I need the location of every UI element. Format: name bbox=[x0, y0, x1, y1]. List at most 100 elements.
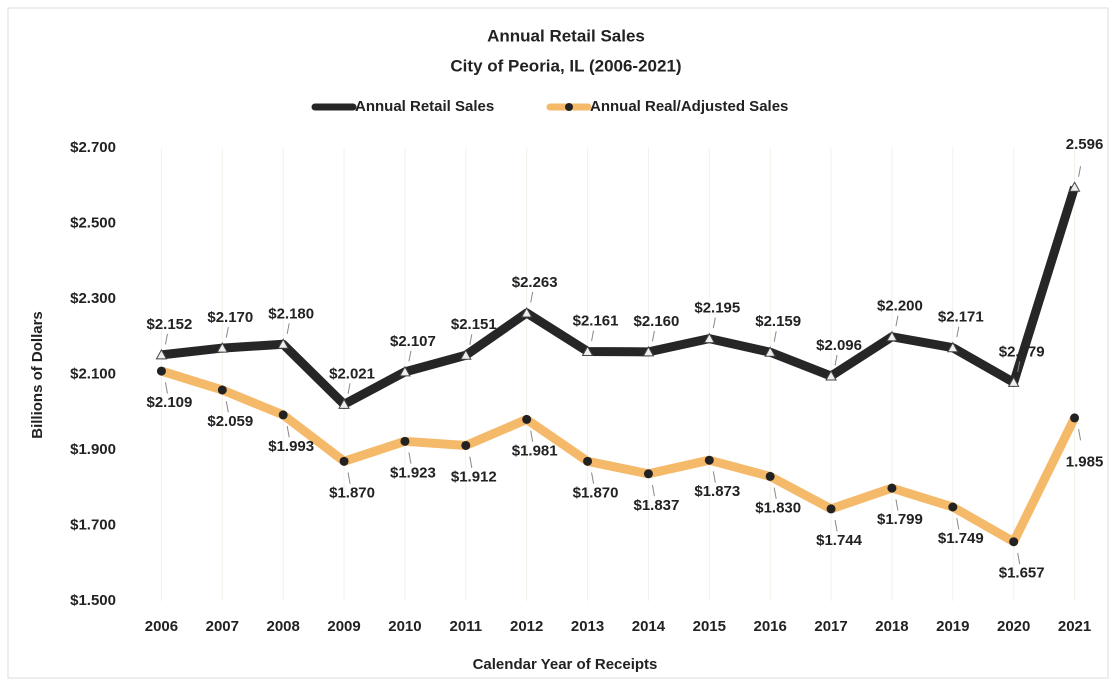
leader-line bbox=[286, 323, 290, 334]
leader-line bbox=[225, 401, 229, 413]
data-label: $2.263 bbox=[512, 274, 558, 291]
x-tick-label: 2009 bbox=[327, 618, 360, 635]
x-tick-label: 2014 bbox=[632, 618, 666, 635]
leader-line bbox=[225, 326, 229, 338]
data-label: $1.981 bbox=[512, 442, 558, 459]
y-tick-label: $2.500 bbox=[70, 214, 116, 231]
marker bbox=[216, 342, 229, 353]
leader-line bbox=[895, 315, 899, 327]
leader-line bbox=[530, 430, 534, 442]
legend-label: Annual Retail Sales bbox=[355, 98, 494, 115]
x-tick-label: 2008 bbox=[267, 618, 300, 635]
x-tick-label: 2018 bbox=[875, 618, 908, 635]
leader-line bbox=[286, 426, 290, 438]
marker bbox=[765, 471, 775, 481]
leader-line bbox=[712, 317, 716, 329]
marker bbox=[277, 338, 290, 349]
data-label: $2.170 bbox=[207, 309, 253, 326]
leader-line bbox=[530, 291, 534, 303]
x-tick-label: 2013 bbox=[571, 618, 604, 635]
marker bbox=[887, 483, 897, 493]
x-tick-label: 2011 bbox=[450, 618, 483, 635]
data-label: $1.870 bbox=[329, 484, 375, 501]
data-label: $2.152 bbox=[146, 316, 192, 333]
legend-label: Annual Real/Adjusted Sales bbox=[590, 98, 788, 115]
leader-line bbox=[773, 331, 777, 342]
marker bbox=[948, 502, 958, 512]
marker bbox=[826, 504, 836, 514]
x-tick-label: 2010 bbox=[388, 618, 421, 635]
leader-line bbox=[834, 354, 838, 366]
marker bbox=[1007, 376, 1020, 387]
marker bbox=[1068, 181, 1081, 192]
x-tick-label: 2021 bbox=[1058, 618, 1091, 635]
data-label: 2.596 bbox=[1066, 136, 1104, 153]
data-label: $2.200 bbox=[877, 298, 923, 315]
marker bbox=[1070, 413, 1080, 423]
leader-line bbox=[956, 518, 960, 530]
x-tick-label: 2015 bbox=[693, 618, 726, 635]
leader-line bbox=[591, 472, 595, 484]
marker bbox=[1009, 537, 1019, 547]
marker bbox=[217, 385, 227, 395]
data-label: $2.109 bbox=[146, 394, 192, 411]
marker bbox=[522, 414, 532, 424]
marker bbox=[155, 348, 168, 360]
marker bbox=[156, 366, 166, 376]
data-label: $1.837 bbox=[633, 497, 679, 514]
leader-line bbox=[834, 520, 838, 532]
marker bbox=[338, 398, 350, 409]
marker bbox=[461, 440, 471, 450]
chart-title: Annual Retail Sales bbox=[487, 26, 645, 45]
leader-line bbox=[712, 471, 716, 483]
marker bbox=[520, 306, 533, 318]
data-label: $1.830 bbox=[755, 499, 801, 516]
leader-line bbox=[591, 330, 595, 342]
series-line bbox=[160, 366, 1079, 547]
marker bbox=[764, 346, 777, 357]
x-tick-label: 2020 bbox=[997, 618, 1030, 635]
leader-line bbox=[1078, 166, 1082, 177]
leader-line bbox=[164, 382, 168, 394]
data-label: $2.180 bbox=[268, 305, 314, 322]
marker bbox=[459, 349, 472, 360]
marker bbox=[399, 365, 411, 377]
y-tick-label: $2.100 bbox=[70, 365, 116, 382]
leader-line bbox=[1078, 429, 1082, 441]
leader-line bbox=[651, 330, 655, 342]
data-label: $1.873 bbox=[694, 483, 740, 500]
marker bbox=[643, 469, 653, 479]
data-label: $1.744 bbox=[816, 532, 863, 549]
leader-line bbox=[408, 452, 412, 464]
data-label: $2.159 bbox=[755, 313, 801, 330]
x-tick-label: 2019 bbox=[936, 618, 969, 635]
marker bbox=[278, 410, 288, 420]
marker bbox=[642, 345, 655, 357]
data-label: $1.657 bbox=[999, 565, 1045, 582]
data-label: $2.195 bbox=[694, 300, 740, 317]
marker bbox=[581, 345, 594, 356]
x-tick-label: 2006 bbox=[145, 618, 178, 635]
data-label: $1.749 bbox=[938, 530, 984, 547]
marker bbox=[704, 455, 714, 465]
y-tick-label: $2.300 bbox=[70, 290, 116, 307]
series-line bbox=[160, 185, 1079, 409]
data-label: $2.079 bbox=[999, 343, 1045, 360]
data-label: $2.161 bbox=[573, 312, 619, 329]
y-axis-title: Billions of Dollars bbox=[29, 311, 46, 439]
data-label: $1.870 bbox=[573, 484, 619, 501]
marker bbox=[886, 330, 898, 342]
data-label: $1.993 bbox=[268, 438, 314, 455]
data-label: $1.912 bbox=[451, 468, 497, 485]
leader-line bbox=[895, 499, 899, 511]
leader-line bbox=[651, 484, 655, 497]
y-tick-label: $1.500 bbox=[70, 592, 116, 609]
leader-line bbox=[347, 472, 351, 484]
y-tick-label: $1.700 bbox=[70, 516, 116, 533]
leader-line bbox=[408, 350, 412, 362]
chart-subtitle: City of Peoria, IL (2006-2021) bbox=[450, 56, 681, 75]
x-tick-label: 2012 bbox=[510, 618, 543, 635]
leader-line bbox=[347, 383, 351, 394]
data-label: $2.096 bbox=[816, 337, 862, 354]
